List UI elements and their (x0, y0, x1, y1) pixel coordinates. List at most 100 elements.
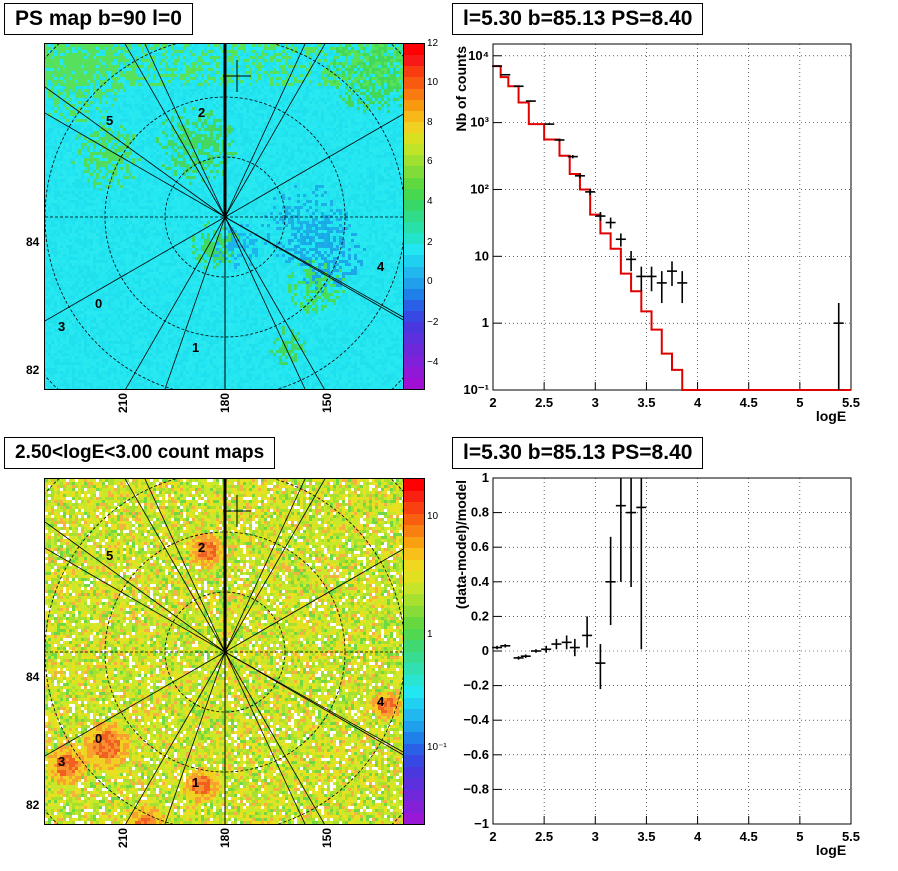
colorbar-step (404, 674, 424, 686)
data-point (520, 654, 531, 658)
colorbar-step (404, 605, 424, 617)
data-point (554, 138, 565, 142)
colorbar-step (404, 525, 424, 537)
data-point (513, 85, 524, 88)
data-point (569, 638, 580, 657)
longitude-line (45, 547, 226, 653)
region-label: 3 (58, 754, 65, 769)
colorbar-step (404, 355, 424, 367)
region-label: 5 (106, 548, 113, 563)
colorbar-step (404, 479, 424, 491)
y-tick-label: 1 (482, 470, 489, 485)
longitude-line (124, 44, 226, 218)
spectrum-chart: 2 2.5 3 3.5 4 4.5 5 5.5 10⁴ 10³ 10² 10 1 10⁻¹ logE Nb o… (453, 43, 860, 424)
colorbar-step (404, 732, 424, 744)
ps-map (44, 43, 404, 390)
longitude-line (224, 216, 325, 389)
longitude-line (45, 86, 226, 218)
y-tick-label: −1 (474, 816, 489, 831)
region-label: 0 (95, 296, 102, 311)
colorbar-step (404, 628, 424, 640)
colorbar-step (404, 571, 424, 583)
longitude-line (224, 651, 403, 756)
y-tick-label: 84 (26, 235, 39, 249)
x-tick-label: 2.5 (535, 829, 553, 844)
x-tick-label: 4 (694, 395, 702, 410)
y-tick-label: 82 (26, 363, 39, 377)
colorbar-step (404, 663, 424, 675)
colorbar-step (404, 233, 424, 245)
x-tick-label: 3.5 (637, 829, 655, 844)
y-axis-label: (data-model)/model (453, 480, 469, 609)
colorbar-tick-label: 10 (427, 511, 438, 522)
count-map-colorbar (403, 478, 425, 825)
y-tick-label: −0.8 (463, 781, 489, 796)
y-tick-label: 82 (26, 798, 39, 812)
y-tick-label: 84 (26, 670, 39, 684)
longitude-line (164, 651, 226, 824)
colorbar-step (404, 188, 424, 200)
x-tick-label: 4.5 (740, 395, 758, 410)
x-tick-label: 150 (320, 393, 334, 413)
y-tick-label: 0 (482, 643, 489, 658)
longitude-line (125, 651, 226, 824)
map-pixels (45, 479, 403, 824)
colorbar-tick-label: 10⁻¹ (427, 742, 447, 753)
longitude-line (224, 44, 306, 218)
region-label: 0 (95, 731, 102, 746)
colorbar-step (404, 766, 424, 778)
colorbar-step (404, 743, 424, 755)
y-tick-label: 0.4 (471, 574, 490, 589)
data-point (551, 638, 562, 650)
region-label: 4 (377, 694, 384, 709)
x-tick-label: 2.5 (535, 395, 553, 410)
x-tick-label: 3.5 (637, 395, 655, 410)
colorbar-step (404, 344, 424, 356)
longitude-line (144, 44, 226, 218)
x-axis-label: logE (816, 408, 846, 424)
colorbar-step (404, 651, 424, 663)
map-grid (45, 479, 403, 824)
colorbar-step (404, 88, 424, 100)
y-tick-label: 10² (470, 181, 489, 196)
data-point (605, 536, 616, 626)
longitude-line (144, 479, 226, 653)
colorbar-step (404, 536, 424, 548)
colorbar-step (404, 277, 424, 289)
data-point (615, 478, 626, 582)
colorbar-tick-label: −2 (427, 317, 438, 328)
colorbar-step (404, 322, 424, 334)
x-tick-label: 2 (489, 395, 496, 410)
colorbar-step (404, 594, 424, 606)
data-point (585, 188, 596, 196)
colorbar-step (404, 709, 424, 721)
data-point (646, 266, 657, 292)
longitude-line (224, 479, 326, 653)
longitude-line (224, 113, 403, 218)
longitude-line (45, 651, 226, 757)
data-point (615, 233, 626, 247)
x-tick-label: 4.5 (740, 829, 758, 844)
map-pixels (45, 44, 403, 389)
residual-chart: 2 2.5 3 3.5 4 4.5 5 5.5 1 0.8 0.6 0.4 0.2 0 −0.2 −0.4 −0… (453, 470, 860, 858)
colorbar-tick-label: 1 (427, 629, 433, 640)
y-tick-label: 1 (482, 315, 489, 330)
colorbar-step (404, 686, 424, 698)
longitude-line (224, 651, 306, 824)
x-axis-label: logE (816, 842, 846, 858)
data-point (500, 73, 511, 76)
region-label: 5 (106, 113, 113, 128)
colorbar-step (404, 99, 424, 111)
longitude-line (224, 479, 306, 653)
longitude-line (125, 216, 226, 389)
colorbar-step (404, 199, 424, 211)
x-tick-label: 5 (796, 829, 803, 844)
colorbar-step (404, 311, 424, 323)
data-point (561, 635, 572, 650)
colorbar-step (404, 222, 424, 234)
grid (493, 44, 851, 390)
ps-map-canvas (45, 44, 403, 389)
plot-frame (492, 477, 852, 825)
colorbar-step (404, 66, 424, 78)
colorbar-step (404, 812, 424, 824)
